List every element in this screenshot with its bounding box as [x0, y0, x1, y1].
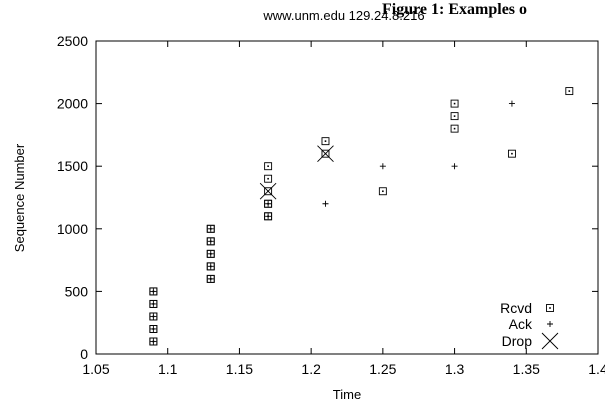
- point-ack: [508, 100, 515, 107]
- marker-square: [206, 274, 215, 283]
- marker-square: [565, 87, 574, 96]
- point-ack: [207, 275, 214, 282]
- marker-square: [507, 149, 516, 158]
- y-axis: 0 500 1000 1500 2000 2500: [57, 33, 598, 362]
- x-tick-label: 1.05: [82, 361, 109, 377]
- point-ack: [207, 250, 214, 257]
- point-ack: [207, 225, 214, 232]
- marker-dot: [568, 90, 571, 92]
- x-tick-label: 1.3: [445, 361, 465, 377]
- point-ack: [150, 300, 157, 307]
- marker-dot: [453, 115, 456, 117]
- marker-dot: [453, 102, 456, 105]
- marker-square: [378, 187, 387, 196]
- marker-square: [149, 337, 158, 346]
- point-ack: [150, 325, 157, 332]
- plot-frame: [95, 40, 599, 355]
- marker-square: [264, 174, 273, 183]
- marker-square: [450, 99, 459, 108]
- legend-marker-drop: [541, 332, 559, 350]
- marker-square: [149, 287, 158, 296]
- marker-dot: [267, 165, 269, 167]
- point-ack: [322, 200, 329, 207]
- marker-square: [206, 237, 215, 246]
- y-tick-label: 0: [80, 346, 88, 362]
- point-rcvd: [450, 124, 459, 133]
- marker-square: [546, 304, 554, 312]
- legend-label-ack: Ack: [509, 316, 533, 332]
- point-rcvd: [321, 137, 330, 146]
- marker-dot: [453, 127, 456, 130]
- x-tick-label: 1.25: [369, 361, 396, 377]
- chart-title: www.unm.edu 129.24.8.216: [262, 8, 424, 23]
- x-tick-label: 1.15: [226, 361, 253, 377]
- point-ack: [379, 163, 386, 170]
- point-ack: [451, 163, 458, 170]
- marker-square: [206, 224, 215, 233]
- marker-square: [264, 212, 273, 221]
- marker-square: [206, 249, 215, 258]
- x-axis: 1.05 1.1 1.15 1.2 1.25 1.3 1.35 1.4: [82, 41, 605, 377]
- legend-marker-rcvd: [546, 304, 554, 312]
- point-rcvd: [264, 174, 273, 183]
- marker-dot: [267, 177, 269, 180]
- y-tick-label: 2500: [57, 33, 88, 49]
- point-rcvd: [450, 112, 459, 121]
- x-tick-label: 1.1: [158, 361, 178, 377]
- y-tick-label: 1000: [57, 221, 88, 237]
- marker-square: [450, 112, 459, 121]
- y-tick-label: 500: [65, 283, 89, 299]
- point-ack: [207, 263, 214, 270]
- point-rcvd: [450, 99, 459, 108]
- point-rcvd: [378, 187, 387, 196]
- figure-caption: Figure 1: Examples o: [382, 1, 527, 18]
- point-ack: [150, 338, 157, 345]
- legend-marker-ack: [547, 321, 553, 327]
- marker-square: [321, 137, 330, 146]
- point-rcvd: [507, 149, 516, 158]
- marker-square: [149, 325, 158, 333]
- y-tick-label: 1500: [57, 158, 88, 174]
- data-points: [149, 87, 574, 346]
- y-tick-label: 2000: [57, 96, 88, 112]
- y-axis-label: Sequence Number: [12, 143, 27, 252]
- x-tick-label: 1.2: [301, 361, 321, 377]
- marker-square: [206, 262, 215, 271]
- marker-dot: [549, 307, 551, 309]
- x-tick-label: 1.35: [513, 361, 540, 377]
- marker-dot: [324, 140, 327, 142]
- marker-square: [264, 187, 273, 196]
- point-ack: [150, 313, 157, 320]
- marker-dot: [511, 152, 513, 155]
- legend-label-rcvd: Rcvd: [500, 300, 532, 316]
- point-ack: [150, 288, 157, 295]
- point-ack: [265, 200, 272, 207]
- x-axis-label: Time: [333, 387, 361, 402]
- point-rcvd: [565, 87, 574, 96]
- marker-square: [450, 124, 459, 133]
- legend-label-drop: Drop: [502, 333, 533, 349]
- point-drop: [317, 145, 334, 162]
- marker-square: [149, 312, 158, 321]
- marker-dot: [382, 190, 384, 193]
- marker-square: [149, 299, 158, 308]
- marker-square: [264, 162, 273, 171]
- marker-square: [321, 149, 330, 158]
- point-ack: [207, 238, 214, 245]
- point-drop: [259, 182, 277, 200]
- marker-square: [264, 199, 273, 208]
- point-rcvd: [264, 162, 273, 171]
- x-tick-label: 1.4: [588, 361, 605, 377]
- point-ack: [265, 213, 272, 220]
